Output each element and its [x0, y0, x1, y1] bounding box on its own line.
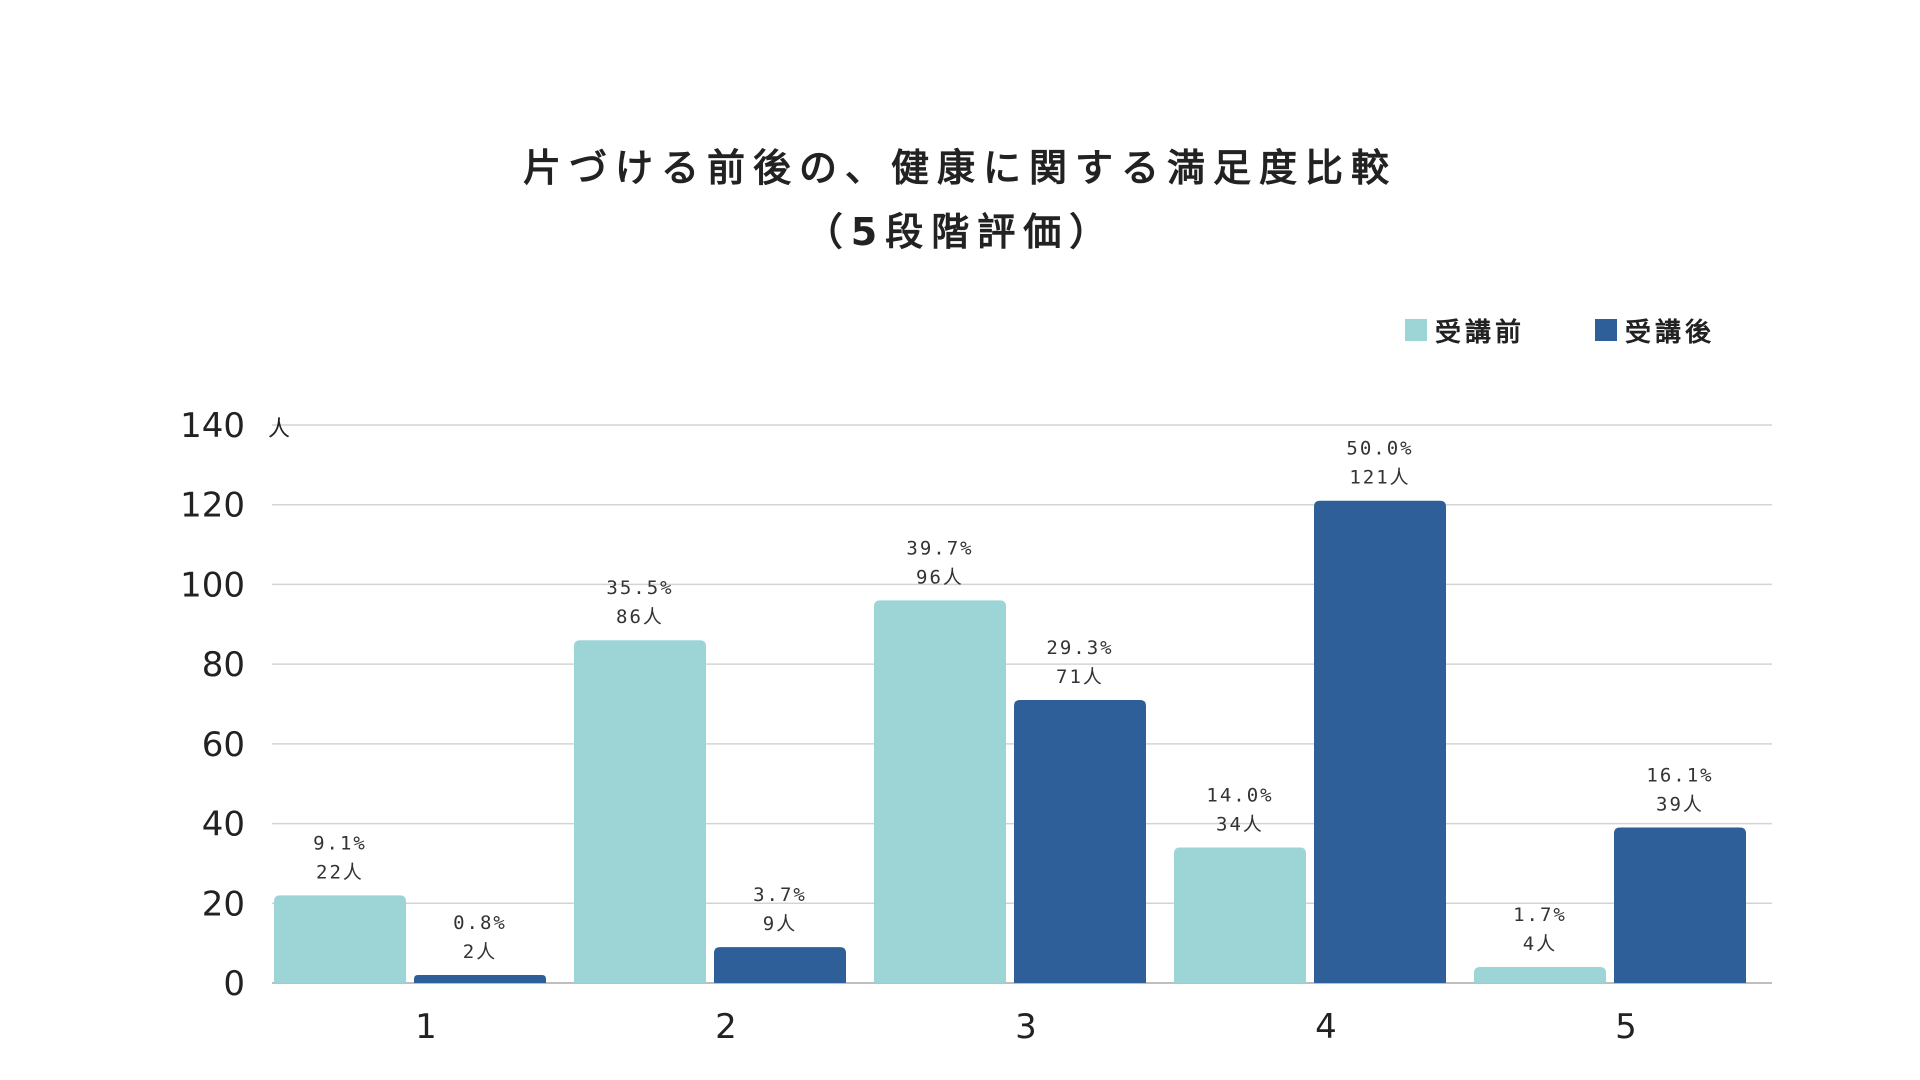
y-tick-label: 40: [202, 805, 245, 845]
data-label-percent: 3.7%: [753, 884, 807, 906]
legend: 受講前 受講後: [1405, 312, 1715, 349]
y-axis: 0 20 40 60 80 100 120 140 人: [180, 406, 290, 1004]
legend-item-before: 受講前: [1405, 312, 1525, 349]
data-label-percent: 9.1%: [313, 832, 367, 854]
bar-after-4: [1314, 500, 1446, 983]
data-label-count: 71人: [1056, 666, 1104, 688]
data-label-percent: 1.7%: [1513, 904, 1567, 926]
data-label-count: 121人: [1349, 467, 1410, 489]
y-tick-label: 100: [180, 565, 245, 605]
x-tick-label: 4: [1315, 1007, 1337, 1047]
legend-swatch-after: [1595, 319, 1618, 341]
x-axis: 1 2 3 4 5: [415, 1007, 1637, 1047]
data-label-percent: 0.8%: [453, 912, 507, 934]
bar-before-2: [574, 640, 706, 983]
y-tick-label: 0: [223, 964, 245, 1004]
data-label-count: 22人: [316, 861, 364, 883]
bars: [274, 500, 1746, 983]
y-tick-label: 140: [180, 406, 245, 446]
legend-label-after: 受講後: [1625, 317, 1716, 348]
data-label-count: 4人: [1523, 933, 1557, 955]
data-label-percent: 16.1%: [1646, 765, 1713, 787]
bar-before-5: [1474, 967, 1606, 983]
legend-item-after: 受講後: [1595, 312, 1715, 349]
chart-title-line-1: 片づける前後の、健康に関する満足度比較: [522, 146, 1397, 190]
x-tick-label: 5: [1615, 1007, 1637, 1047]
bar-before-1: [274, 895, 406, 983]
y-unit-label: 人: [268, 417, 290, 442]
data-label-percent: 50.0%: [1346, 438, 1413, 460]
legend-swatch-before: [1405, 319, 1427, 341]
data-label-count: 86人: [616, 606, 664, 628]
x-tick-label: 3: [1015, 1007, 1037, 1047]
data-label-count: 34人: [1216, 813, 1264, 835]
legend-label-before: 受講前: [1435, 317, 1526, 348]
data-label-percent: 29.3%: [1046, 637, 1113, 659]
bar-after-1: [414, 975, 546, 983]
x-tick-label: 2: [715, 1007, 737, 1047]
bar-before-4: [1174, 847, 1306, 983]
bar-before-3: [874, 600, 1006, 983]
y-tick-label: 20: [202, 884, 245, 924]
chart-title-line-2: （5段階評価）: [804, 210, 1116, 254]
data-label-percent: 14.0%: [1206, 784, 1273, 806]
data-label-percent: 35.5%: [606, 577, 673, 599]
data-labels: 9.1% 22人 0.8% 2人 35.5% 86人 3.7% 9人 39.7% 96人 29.3%…: [313, 438, 1713, 963]
y-tick-label: 120: [180, 486, 245, 526]
bar-after-5: [1614, 827, 1746, 983]
chart-title: 片づける前後の、健康に関する満足度比較 （5段階評価）: [0, 136, 1920, 264]
bar-after-3: [1014, 700, 1146, 983]
data-label-percent: 39.7%: [906, 537, 973, 559]
data-label-count: 96人: [916, 566, 964, 588]
bar-after-2: [714, 947, 846, 983]
data-label-count: 2人: [463, 941, 497, 963]
data-label-count: 39人: [1656, 794, 1704, 816]
y-tick-label: 60: [202, 725, 245, 765]
y-tick-label: 80: [202, 645, 245, 685]
x-tick-label: 1: [415, 1007, 437, 1047]
data-label-count: 9人: [763, 913, 797, 935]
